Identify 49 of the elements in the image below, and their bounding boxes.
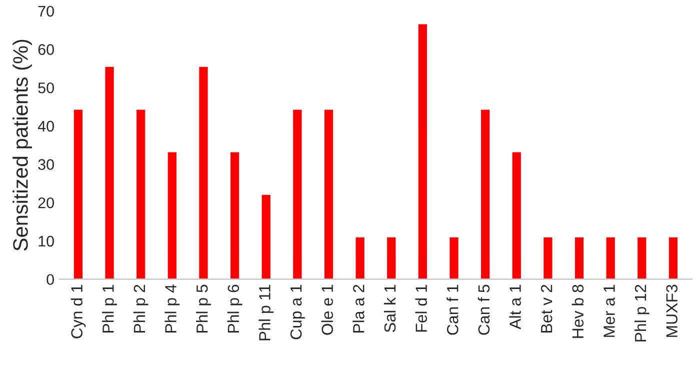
bar: [260, 193, 272, 280]
bar: [604, 236, 616, 280]
bar: [323, 108, 334, 280]
bar: [292, 108, 304, 280]
x-tick-label: Cyn d 1: [70, 284, 86, 338]
y-tick-label: 50: [38, 82, 54, 94]
y-tick-label: 60: [38, 44, 54, 55]
x-tick-label: Phl p 12: [634, 284, 650, 342]
x-tick-label: Hev b 8: [572, 284, 584, 338]
x-tick-label: Phl p 11: [258, 284, 274, 340]
x-tick-label: Phl p 1: [102, 284, 117, 332]
x-tick-label: Alt a 1: [509, 284, 521, 330]
bar: [416, 22, 428, 280]
x-tick-label: Phl p 5: [196, 284, 211, 332]
y-tick-label: 0: [46, 274, 54, 285]
bar: [386, 236, 398, 280]
x-tick-label: Phl p 4: [164, 284, 180, 332]
x-tick-label: Pla a 2: [352, 284, 364, 332]
x-tick-label: Cup a 1: [290, 284, 305, 340]
bar: [636, 236, 648, 280]
x-tick-label: Mer a 1: [604, 284, 615, 337]
x-tick-label: Can f 5: [478, 284, 490, 335]
bar: [668, 236, 679, 280]
bar: [354, 236, 366, 280]
x-tick-label: MUXF3: [666, 284, 678, 337]
bar: [166, 150, 178, 280]
x-tick-label: Bet v 2: [540, 284, 552, 332]
bar: [480, 108, 492, 280]
x-tick-label: Sal k 1: [384, 284, 396, 332]
x-tick-label: Phl p 6: [227, 284, 242, 332]
bar: [135, 108, 147, 280]
y-tick-label: 20: [38, 197, 54, 208]
y-axis-title: Sensitized patients (%): [12, 40, 32, 251]
y-tick-label: 70: [38, 6, 54, 17]
bar: [104, 65, 116, 280]
bar: [542, 236, 554, 280]
x-tick-label: Can f 1: [446, 284, 458, 335]
bar: [229, 150, 240, 280]
bar: [448, 236, 460, 280]
x-tick-label: Phl p 2: [133, 284, 148, 332]
y-tick-label: 40: [38, 120, 54, 132]
y-tick-label: 30: [38, 159, 54, 170]
bar: [198, 65, 210, 280]
bar: [510, 150, 522, 280]
bar: [72, 108, 84, 280]
y-tick-label: 10: [38, 236, 54, 247]
x-tick-label: Ole e 1: [321, 284, 334, 335]
x-tick-label: Fel d 1: [415, 284, 427, 332]
bar: [574, 236, 585, 280]
